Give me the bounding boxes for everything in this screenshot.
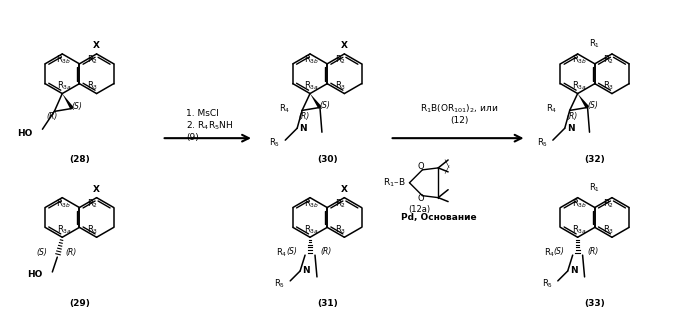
Text: N: N <box>570 266 577 275</box>
Text: R$_1$: R$_1$ <box>589 182 600 194</box>
Text: ╲: ╲ <box>444 160 448 168</box>
Text: R$_2$: R$_2$ <box>335 197 346 210</box>
Text: R$_5$: R$_5$ <box>537 137 548 149</box>
Text: R$_2$: R$_2$ <box>603 197 614 210</box>
Text: R$_2$: R$_2$ <box>335 54 346 66</box>
Polygon shape <box>310 94 322 109</box>
Text: R$_3$: R$_3$ <box>87 223 99 236</box>
Text: R$_4$: R$_4$ <box>544 247 555 259</box>
Text: (30): (30) <box>317 156 338 164</box>
Text: ╱: ╱ <box>444 166 448 174</box>
Text: R$_4$: R$_4$ <box>276 247 287 259</box>
Text: R$_{3b}$: R$_{3b}$ <box>572 54 587 66</box>
Text: R$_5$: R$_5$ <box>542 278 553 290</box>
Text: R$_1$–B: R$_1$–B <box>383 177 406 189</box>
Text: R$_4$: R$_4$ <box>279 102 290 115</box>
Text: R$_3$: R$_3$ <box>335 80 346 92</box>
Text: R$_3$: R$_3$ <box>335 223 346 236</box>
Text: N: N <box>299 124 307 133</box>
Text: (33): (33) <box>584 299 605 308</box>
Text: (31): (31) <box>317 299 338 308</box>
Text: R$_{3a}$: R$_{3a}$ <box>57 223 71 236</box>
Text: (S): (S) <box>554 247 565 256</box>
Text: X: X <box>341 185 348 194</box>
Polygon shape <box>577 94 589 109</box>
Text: (R): (R) <box>320 247 331 256</box>
Text: (12a): (12a) <box>408 205 431 214</box>
Text: R$_{3b}$: R$_{3b}$ <box>572 197 587 210</box>
Text: X: X <box>93 185 100 194</box>
Text: (R): (R) <box>47 112 58 121</box>
Text: O: O <box>417 162 424 172</box>
Text: R$_{3b}$: R$_{3b}$ <box>304 54 319 66</box>
Text: (R): (R) <box>566 112 577 121</box>
Text: R$_2$: R$_2$ <box>87 54 99 66</box>
Text: R$_5$: R$_5$ <box>269 137 280 149</box>
Text: R$_3$: R$_3$ <box>87 80 99 92</box>
Text: (R): (R) <box>298 112 310 121</box>
Text: R$_1$B(OR$_{101}$)$_2$, или: R$_1$B(OR$_{101}$)$_2$, или <box>420 102 498 115</box>
Text: R$_{3a}$: R$_{3a}$ <box>572 223 587 236</box>
Text: R$_{3a}$: R$_{3a}$ <box>572 80 587 92</box>
Text: (29): (29) <box>69 299 90 308</box>
Text: O: O <box>417 194 424 203</box>
Text: (S): (S) <box>36 248 48 257</box>
Text: R$_3$: R$_3$ <box>603 223 614 236</box>
Text: (S): (S) <box>287 247 297 256</box>
Text: (32): (32) <box>584 156 605 164</box>
Text: 1. MsCl: 1. MsCl <box>187 109 219 118</box>
Text: R$_{3b}$: R$_{3b}$ <box>57 54 71 66</box>
Text: (9): (9) <box>187 133 199 142</box>
Text: R$_2$: R$_2$ <box>87 197 99 210</box>
Text: R$_{3b}$: R$_{3b}$ <box>57 197 71 210</box>
Text: N: N <box>302 266 310 275</box>
Text: Pd, Основание: Pd, Основание <box>401 213 477 222</box>
Text: N: N <box>567 124 575 133</box>
Text: X: X <box>341 42 348 50</box>
Text: HO: HO <box>17 129 33 138</box>
Text: R$_1$: R$_1$ <box>589 38 600 50</box>
Text: R$_3$: R$_3$ <box>603 80 614 92</box>
Text: R$_{3a}$: R$_{3a}$ <box>305 80 319 92</box>
Text: R$_{3a}$: R$_{3a}$ <box>57 80 71 92</box>
Text: 2. R$_4$R$_5$NH: 2. R$_4$R$_5$NH <box>187 119 233 131</box>
Text: (S): (S) <box>587 101 598 110</box>
Text: (R): (R) <box>588 247 599 256</box>
Text: R$_2$: R$_2$ <box>603 54 614 66</box>
Text: (28): (28) <box>69 156 89 164</box>
Text: R$_{3a}$: R$_{3a}$ <box>305 223 319 236</box>
Text: (R): (R) <box>65 248 76 257</box>
Text: (S): (S) <box>72 102 82 111</box>
Text: R$_5$: R$_5$ <box>274 278 285 290</box>
Text: HO: HO <box>27 270 43 280</box>
Text: R$_4$: R$_4$ <box>547 102 558 115</box>
Text: R$_{3b}$: R$_{3b}$ <box>304 197 319 210</box>
Text: (12): (12) <box>450 116 468 125</box>
Text: X: X <box>93 42 100 50</box>
Polygon shape <box>62 94 74 110</box>
Text: (S): (S) <box>319 101 331 110</box>
